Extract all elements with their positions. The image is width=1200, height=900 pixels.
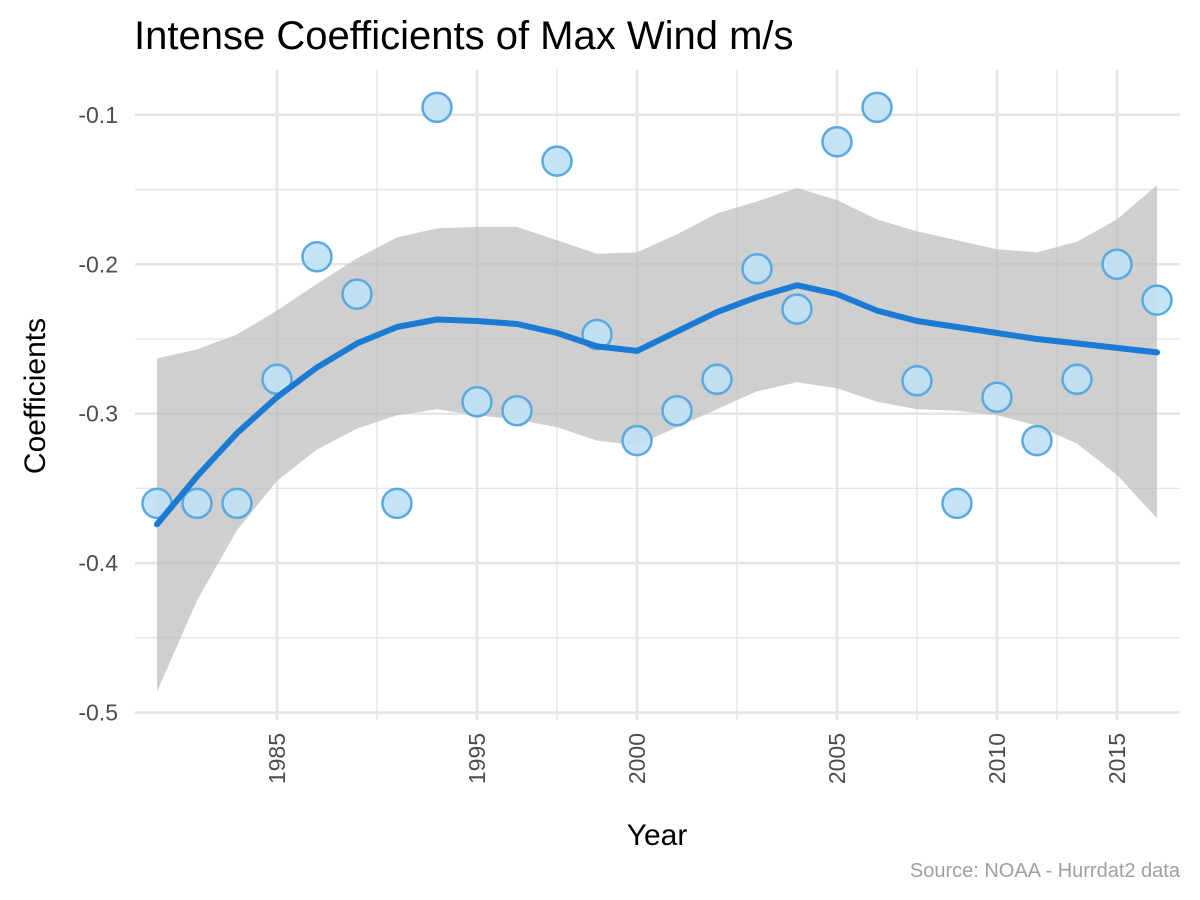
x-tick-label: 2000 bbox=[624, 733, 650, 784]
data-point bbox=[941, 487, 973, 520]
x-tick-label: 2010 bbox=[984, 733, 1010, 784]
x-tick-label: 2005 bbox=[824, 733, 850, 784]
data-point bbox=[541, 145, 573, 177]
data-point bbox=[981, 381, 1013, 413]
data-points bbox=[141, 91, 1173, 520]
data-point bbox=[821, 125, 853, 158]
y-tick-label: -0.4 bbox=[78, 550, 118, 576]
data-point bbox=[221, 487, 253, 520]
y-tick-label: -0.2 bbox=[78, 251, 118, 277]
data-point bbox=[701, 363, 733, 396]
data-point bbox=[1141, 284, 1173, 316]
smooth-line-layer bbox=[154, 282, 1160, 528]
x-tick-label: 1995 bbox=[464, 733, 490, 784]
data-point bbox=[501, 394, 533, 427]
data-point bbox=[901, 365, 933, 397]
data-point bbox=[1061, 363, 1093, 396]
x-tick-label: 2015 bbox=[1104, 733, 1130, 784]
data-point bbox=[1101, 248, 1133, 281]
data-point bbox=[661, 394, 693, 427]
data-point bbox=[341, 278, 373, 310]
x-tick-label: 1985 bbox=[264, 733, 290, 784]
data-point bbox=[421, 91, 453, 124]
y-tick-label: -0.3 bbox=[78, 401, 118, 427]
data-point bbox=[181, 487, 213, 520]
y-axis-label: Coefficients bbox=[19, 318, 52, 474]
data-point bbox=[741, 252, 773, 285]
data-point bbox=[781, 293, 813, 325]
x-axis-label: Year bbox=[627, 819, 688, 852]
x-tick-labels: 1985 1995 2000 2005 2010 2015 bbox=[264, 733, 1130, 784]
data-point bbox=[861, 91, 893, 124]
y-tick-label: -0.5 bbox=[78, 700, 118, 726]
source-caption: Source: NOAA - Hurrdat2 data bbox=[909, 860, 1180, 882]
y-tick-labels: -0.1 -0.2 -0.3 -0.4 -0.5 bbox=[78, 102, 118, 726]
y-tick-label: -0.1 bbox=[78, 102, 118, 128]
confidence-band-area bbox=[157, 185, 1157, 692]
data-point bbox=[381, 487, 413, 520]
data-point bbox=[461, 385, 493, 418]
data-point bbox=[301, 241, 333, 273]
confidence-band bbox=[157, 185, 1157, 692]
chart-title: Intense Coefficients of Max Wind m/s bbox=[134, 14, 794, 58]
data-point bbox=[1021, 424, 1053, 457]
data-point bbox=[621, 424, 653, 457]
smooth-line bbox=[154, 282, 1160, 528]
